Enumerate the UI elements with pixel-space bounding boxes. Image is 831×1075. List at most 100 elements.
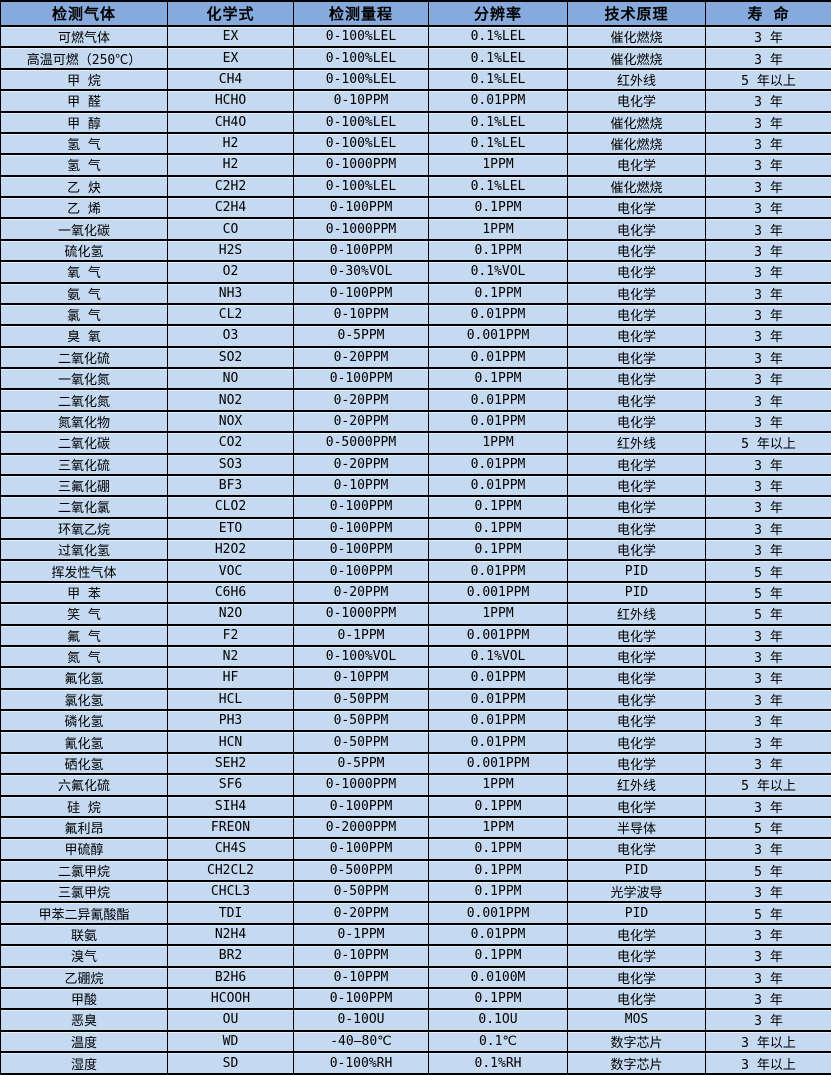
cell-range: 0-1000PPM — [293, 217, 429, 241]
cell-principle: 电化学 — [567, 965, 706, 989]
cell-range: 0-1000PPM — [293, 602, 429, 626]
cell-lifetime: 3 年 — [705, 409, 831, 434]
cell-range: 0-10PPM — [293, 89, 429, 113]
cell-principle: 催化燃烧 — [567, 131, 706, 156]
table-row: 二氧化氮 NO2 0-20PPM 0.01PPM 电化学 3 年 — [0, 388, 831, 412]
cell-lifetime: 5 年 — [705, 858, 831, 883]
cell-principle: 催化燃烧 — [567, 24, 706, 49]
cell-lifetime: 3 年 — [705, 473, 831, 498]
cell-principle: 催化燃烧 — [567, 110, 706, 134]
table-row: 过氧化氢 H2O2 0-100PPM 0.1PPM 电化学 3 年 — [0, 537, 831, 562]
table-row: 臭 氧 O3 0-5PPM 0.001PPM 电化学 3 年 — [0, 324, 831, 348]
cell-gas: 六氟化硫 — [0, 773, 168, 797]
cell-resolution: 0.1PPM — [428, 794, 568, 818]
cell-principle: 电化学 — [567, 302, 706, 327]
cell-lifetime: 3 年 — [705, 324, 831, 348]
cell-gas: 湿度 — [0, 1051, 168, 1075]
cell-resolution: 0.1PPM — [428, 944, 568, 968]
cell-lifetime: 3 年 — [705, 153, 831, 177]
cell-range: 0-5000PPM — [293, 431, 429, 455]
table-row: 氰化氢 HCN 0-50PPM 0.01PPM 电化学 3 年 — [0, 730, 831, 754]
table-row: 甲 醇 CH4O 0-100%LEL 0.1%LEL 催化燃烧 3 年 — [0, 110, 831, 134]
table-row: 三氟化硼 BF3 0-10PPM 0.01PPM 电化学 3 年 — [0, 473, 831, 498]
cell-principle: 电化学 — [567, 260, 706, 284]
cell-lifetime: 3 年 — [705, 281, 831, 305]
cell-gas: 甲 烷 — [0, 67, 168, 92]
cell-lifetime: 3 年 — [705, 366, 831, 391]
cell-range: 0-50PPM — [293, 730, 429, 754]
cell-range: 0-100PPM — [293, 794, 429, 818]
cell-principle: 电化学 — [567, 666, 706, 690]
cell-formula: C2H4 — [167, 195, 294, 220]
cell-lifetime: 5 年 — [705, 901, 831, 925]
cell-lifetime: 3 年 — [705, 537, 831, 562]
column-header-resolution: 分辨率 — [428, 0, 568, 27]
cell-formula: VOC — [167, 559, 294, 583]
cell-resolution: 0.1%LEL — [428, 174, 568, 199]
cell-resolution: 0.001PPM — [428, 751, 568, 776]
table-row: 氟 气 F2 0-1PPM 0.001PPM 电化学 3 年 — [0, 623, 831, 647]
cell-lifetime: 3 年 — [705, 708, 831, 733]
cell-resolution: 0.1%LEL — [428, 110, 568, 134]
cell-principle: PID — [567, 858, 706, 883]
column-header-lifetime: 寿 命 — [705, 0, 831, 27]
table-row: 一氧化氮 NO 0-100PPM 0.1PPM 电化学 3 年 — [0, 366, 831, 391]
cell-formula: CL2 — [167, 302, 294, 327]
cell-gas: 甲 醛 — [0, 89, 168, 113]
cell-lifetime: 3 年 — [705, 730, 831, 754]
cell-formula: N2H4 — [167, 922, 294, 947]
table-row: 乙 烯 C2H4 0-100PPM 0.1PPM 电化学 3 年 — [0, 195, 831, 220]
cell-formula: OU — [167, 1008, 294, 1032]
cell-principle: 电化学 — [567, 644, 706, 669]
cell-range: 0-20PPM — [293, 580, 429, 605]
header-row: 检测气体 化学式 检测量程 分辨率 技术原理 寿 命 — [0, 0, 831, 27]
cell-resolution: 0.1PPM — [428, 366, 568, 391]
table-row: 六氟化硫 SF6 0-1000PPM 1PPM 红外线 5 年以上 — [0, 773, 831, 797]
cell-principle: 电化学 — [567, 730, 706, 754]
cell-resolution: 0.01PPM — [428, 687, 568, 712]
cell-formula: B2H6 — [167, 965, 294, 989]
cell-principle: 电化学 — [567, 195, 706, 220]
cell-range: 0-100%LEL — [293, 110, 429, 134]
cell-lifetime: 3 年 — [705, 46, 831, 70]
cell-gas: 氟化氢 — [0, 666, 168, 690]
table-row: 笑 气 N2O 0-1000PPM 1PPM 红外线 5 年 — [0, 602, 831, 626]
cell-lifetime: 5 年 — [705, 580, 831, 605]
cell-gas: 可燃气体 — [0, 24, 168, 49]
table-row: 环氧乙烷 ETO 0-100PPM 0.1PPM 电化学 3 年 — [0, 516, 831, 541]
cell-lifetime: 5 年 — [705, 602, 831, 626]
cell-principle: PID — [567, 901, 706, 925]
cell-resolution: 0.01PPM — [428, 345, 568, 370]
table-row: 二氧化硫 SO2 0-20PPM 0.01PPM 电化学 3 年 — [0, 345, 831, 370]
cell-lifetime: 3 年 — [705, 24, 831, 49]
cell-gas: 温度 — [0, 1029, 168, 1054]
cell-resolution: 0.1PPM — [428, 879, 568, 904]
table-row: 二氯甲烷 CH2CL2 0-500PPM 0.1PPM PID 5 年 — [0, 858, 831, 883]
cell-range: 0-100%LEL — [293, 174, 429, 199]
cell-range: 0-10PPM — [293, 302, 429, 327]
cell-resolution: 0.1%LEL — [428, 24, 568, 49]
cell-range: 0-100PPM — [293, 516, 429, 541]
cell-principle: 电化学 — [567, 153, 706, 177]
cell-range: 0-10OU — [293, 1008, 429, 1032]
cell-gas: 二氯甲烷 — [0, 858, 168, 883]
cell-formula: N2 — [167, 644, 294, 669]
table-row: 氢 气 H2 0-100%LEL 0.1%LEL 催化燃烧 3 年 — [0, 131, 831, 156]
table-row: 硫化氢 H2S 0-100PPM 0.1PPM 电化学 3 年 — [0, 238, 831, 263]
cell-range: 0-10PPM — [293, 944, 429, 968]
cell-principle: MOS — [567, 1008, 706, 1032]
cell-lifetime: 3 年 — [705, 217, 831, 241]
cell-lifetime: 3 年 — [705, 452, 831, 476]
cell-lifetime: 3 年 — [705, 687, 831, 712]
cell-principle: 电化学 — [567, 944, 706, 968]
cell-range: 0-50PPM — [293, 708, 429, 733]
table-row: 可燃气体 EX 0-100%LEL 0.1%LEL 催化燃烧 3 年 — [0, 24, 831, 49]
cell-principle: 电化学 — [567, 452, 706, 476]
cell-gas: 氯化氢 — [0, 687, 168, 712]
cell-lifetime: 3 年以上 — [705, 1051, 831, 1075]
cell-principle: 电化学 — [567, 623, 706, 647]
cell-formula: O2 — [167, 260, 294, 284]
table-row: 温度 WD -40—80℃ 0.1℃ 数字芯片 3 年以上 — [0, 1029, 831, 1054]
cell-range: 0-1000PPM — [293, 153, 429, 177]
cell-principle: 电化学 — [567, 238, 706, 263]
